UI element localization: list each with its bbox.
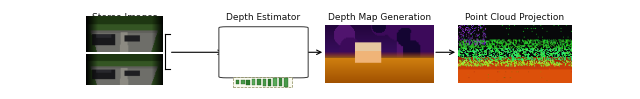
Bar — [246, 80, 250, 85]
Text: Stereo Images: Stereo Images — [92, 13, 157, 22]
Text: Point Cloud Projection: Point Cloud Projection — [465, 13, 564, 22]
Text: Depth Estimator: Depth Estimator — [227, 13, 301, 22]
Bar — [262, 79, 266, 86]
Text: Network: Network — [243, 53, 284, 63]
Bar — [284, 78, 287, 87]
FancyBboxPatch shape — [219, 27, 308, 78]
Text: Stereo Depth: Stereo Depth — [231, 41, 296, 51]
Bar — [233, 77, 292, 87]
Bar — [257, 79, 260, 85]
Bar — [268, 79, 271, 86]
Bar — [236, 80, 239, 84]
Bar — [252, 79, 255, 85]
Bar — [273, 78, 277, 86]
Bar — [278, 78, 282, 86]
Text: Depth Map Generation: Depth Map Generation — [328, 13, 431, 22]
Bar — [241, 80, 244, 84]
